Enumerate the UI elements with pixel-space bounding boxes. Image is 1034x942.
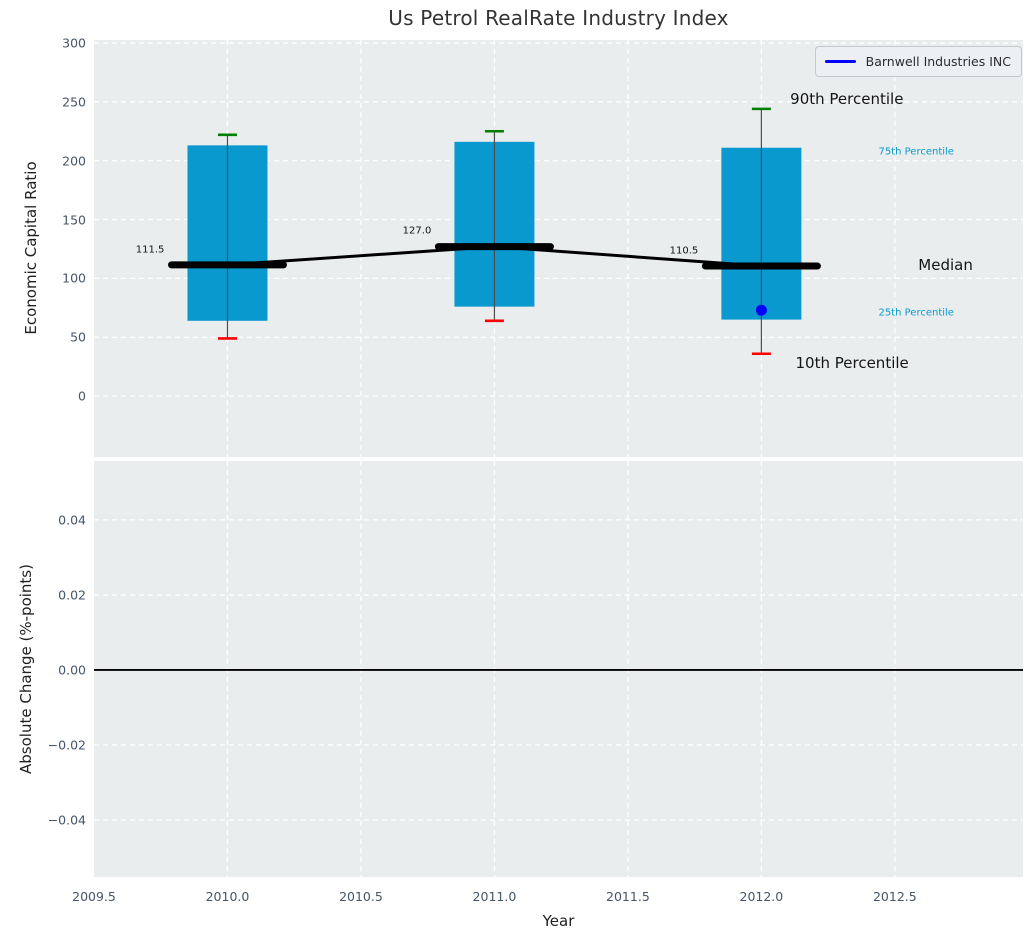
x-tick-2010.0: 2010.0 xyxy=(205,889,250,904)
median-value-label-2012: 110.5 xyxy=(669,245,699,257)
company-point-2012 xyxy=(755,304,767,316)
median-label: Median xyxy=(918,256,973,275)
x-tick-2012.0: 2012.0 xyxy=(739,889,784,904)
x-tick-2011.5: 2011.5 xyxy=(606,889,650,904)
y-tick-top-300: 300 xyxy=(62,35,86,51)
legend: Barnwell Industries INC xyxy=(814,46,1022,77)
legend-label: Barnwell Industries INC xyxy=(865,54,1011,69)
x-tick-2010.5: 2010.5 xyxy=(339,889,383,904)
median-value-label-2011: 127.0 xyxy=(402,225,432,237)
absolute-change-plot xyxy=(94,461,1023,877)
y-tick-top-200: 200 xyxy=(62,153,86,169)
y-tick-top-0: 0 xyxy=(78,388,86,404)
top-axes: Barnwell Industries INC xyxy=(94,40,1023,457)
x-tick-2009.5: 2009.5 xyxy=(72,889,116,904)
y-tick-bottom-0.00: 0.00 xyxy=(58,662,86,678)
y-axis-label-top: Economic Capital Ratio xyxy=(22,161,40,335)
y-tick-top-150: 150 xyxy=(62,212,86,228)
x-tick-2012.5: 2012.5 xyxy=(872,889,917,904)
y-tick-bottom-−0.04: −0.04 xyxy=(47,812,86,828)
x-tick-2011.0: 2011.0 xyxy=(472,889,517,904)
y-tick-top-250: 250 xyxy=(62,94,86,110)
y-tick-top-50: 50 xyxy=(70,329,86,345)
x-axis-label: Year xyxy=(542,912,575,930)
y-tick-top-100: 100 xyxy=(62,270,86,286)
percentile-box-plot xyxy=(94,40,1023,457)
90th-percentile-label: 90th Percentile xyxy=(790,90,904,109)
median-value-label-2010: 111.5 xyxy=(135,244,165,256)
10th-percentile-label: 10th Percentile xyxy=(795,354,909,373)
25th-percentile-label: 25th Percentile xyxy=(878,307,954,319)
legend-line-icon xyxy=(824,60,856,63)
y-tick-bottom-−0.02: −0.02 xyxy=(47,737,86,753)
y-tick-bottom-0.04: 0.04 xyxy=(58,512,86,528)
chart-title: Us Petrol RealRate Industry Index xyxy=(388,6,729,30)
y-tick-bottom-0.02: 0.02 xyxy=(58,587,86,603)
bottom-axes xyxy=(94,461,1023,877)
75th-percentile-label: 75th Percentile xyxy=(878,146,954,158)
